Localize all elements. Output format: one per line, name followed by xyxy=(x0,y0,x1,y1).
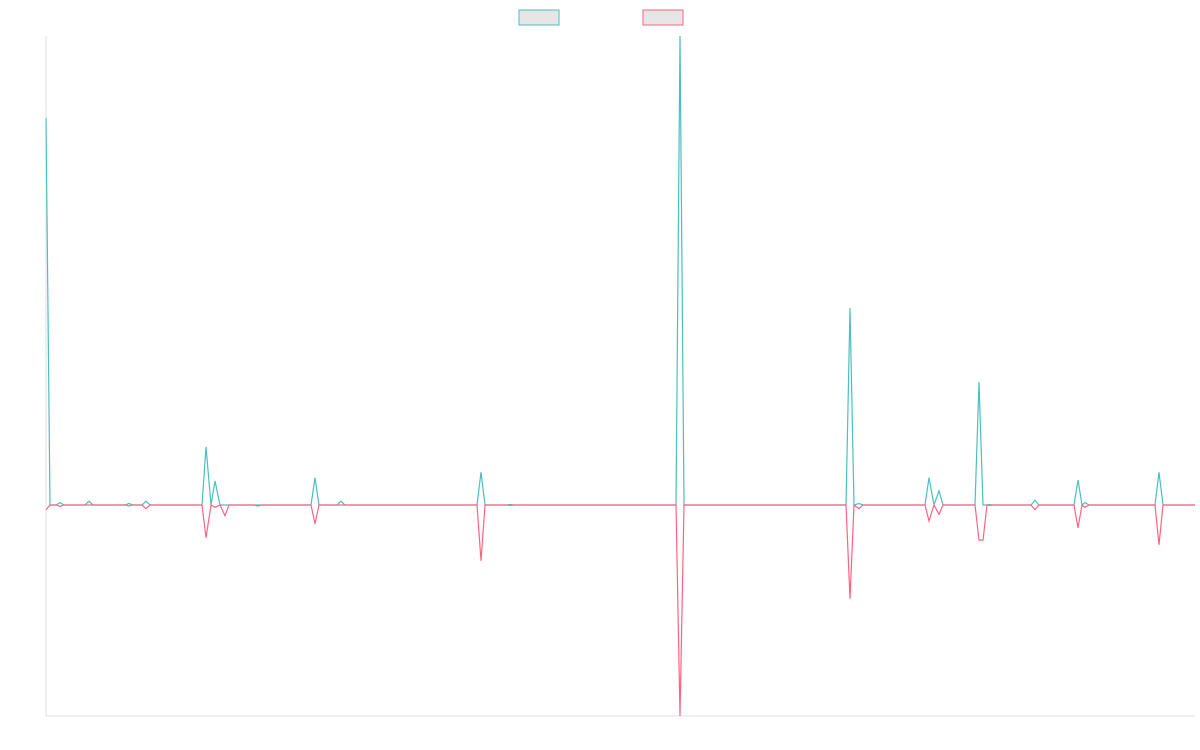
series-line xyxy=(45,503,1195,717)
series-line xyxy=(45,35,1195,508)
legend-swatch[interactable] xyxy=(642,9,684,26)
legend-swatch[interactable] xyxy=(518,9,560,26)
